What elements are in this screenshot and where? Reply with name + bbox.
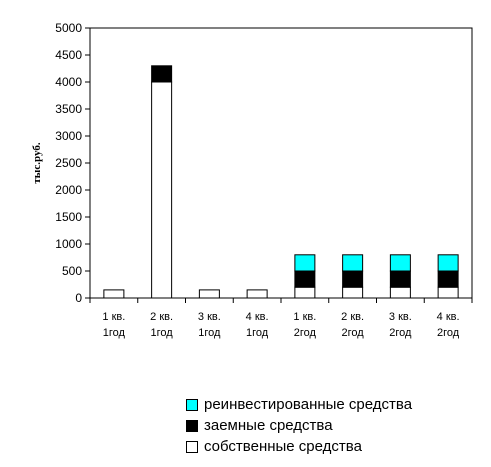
y-tick-label: 4500 [55,48,82,62]
x-tick-label: 2 кв. [150,311,173,323]
chart-axes [89,27,473,303]
bar-segment [246,289,268,299]
x-tick-label: 3 кв. [198,311,221,323]
legend-swatch [186,440,198,453]
bar-segment [342,270,364,288]
bar-segment [151,81,173,299]
bar-segment [437,254,459,272]
legend-item: заемные средства [186,415,412,436]
y-tick-label: 500 [62,264,82,278]
x-tick-label: 1год [246,327,269,339]
x-tick-label: 2год [389,327,412,339]
x-tick-label: 1год [103,327,126,339]
x-tick-label: 2 кв. [341,311,364,323]
bar-segment [151,65,173,83]
bar-segment [437,286,459,299]
y-tick-label: 3000 [55,129,82,143]
y-axis-label: тыс.руб. [31,142,43,183]
y-tick-label: 0 [75,291,82,305]
y-tick-label: 2500 [55,156,82,170]
y-tick-label: 1500 [55,210,82,224]
bar-segment [342,254,364,272]
bar-segment [437,270,459,288]
x-tick-label: 1 кв. [293,311,316,323]
legend-item: реинвестированные средства [186,394,412,415]
bar-segment [198,289,220,299]
x-tick-label: 2год [294,327,317,339]
x-tick-label: 1год [198,327,221,339]
y-tick-label: 4000 [55,75,82,89]
legend-swatch [186,398,198,411]
legend-label: заемные средства [204,417,333,434]
y-tick-label: 3500 [55,102,82,116]
x-tick-label: 3 кв. [389,311,412,323]
x-axis-tick-labels: 1 кв. 1год 2 кв. 1год 3 кв. 1год 4 кв. 1год 1 кв… [102,311,459,339]
legend-swatch [186,419,198,432]
x-tick-label: 4 кв. [437,311,460,323]
bar-segment [294,270,316,288]
legend-label: реинвестированные средства [204,396,413,413]
y-tick-label: 2000 [55,183,82,197]
y-tick-label: 5000 [55,21,82,35]
chart-legend: реинвестированные средства заемные средст… [186,394,412,457]
bar-segment [389,286,411,299]
legend-label: собственные средства [204,438,362,455]
plot-area-frame [89,27,473,299]
x-tick-label: 1год [151,327,174,339]
bar-segment [294,254,316,272]
x-tick-label: 2год [437,327,460,339]
legend-item: собственные средства [186,436,412,457]
x-tick-label: 2год [342,327,365,339]
bar-segment [389,254,411,272]
y-tick-label: 1000 [55,237,82,251]
x-tick-label: 1 кв. [102,311,125,323]
bar-segment [294,286,316,299]
bar-segment [103,289,125,299]
chart-bars [103,65,459,299]
bar-segment [389,270,411,288]
x-tick-label: 4 кв. [246,311,269,323]
bar-segment [342,286,364,299]
y-axis-ticks: 0 500 1000 1500 2000 2500 3000 3500 4000 4500 5000 [55,21,90,305]
